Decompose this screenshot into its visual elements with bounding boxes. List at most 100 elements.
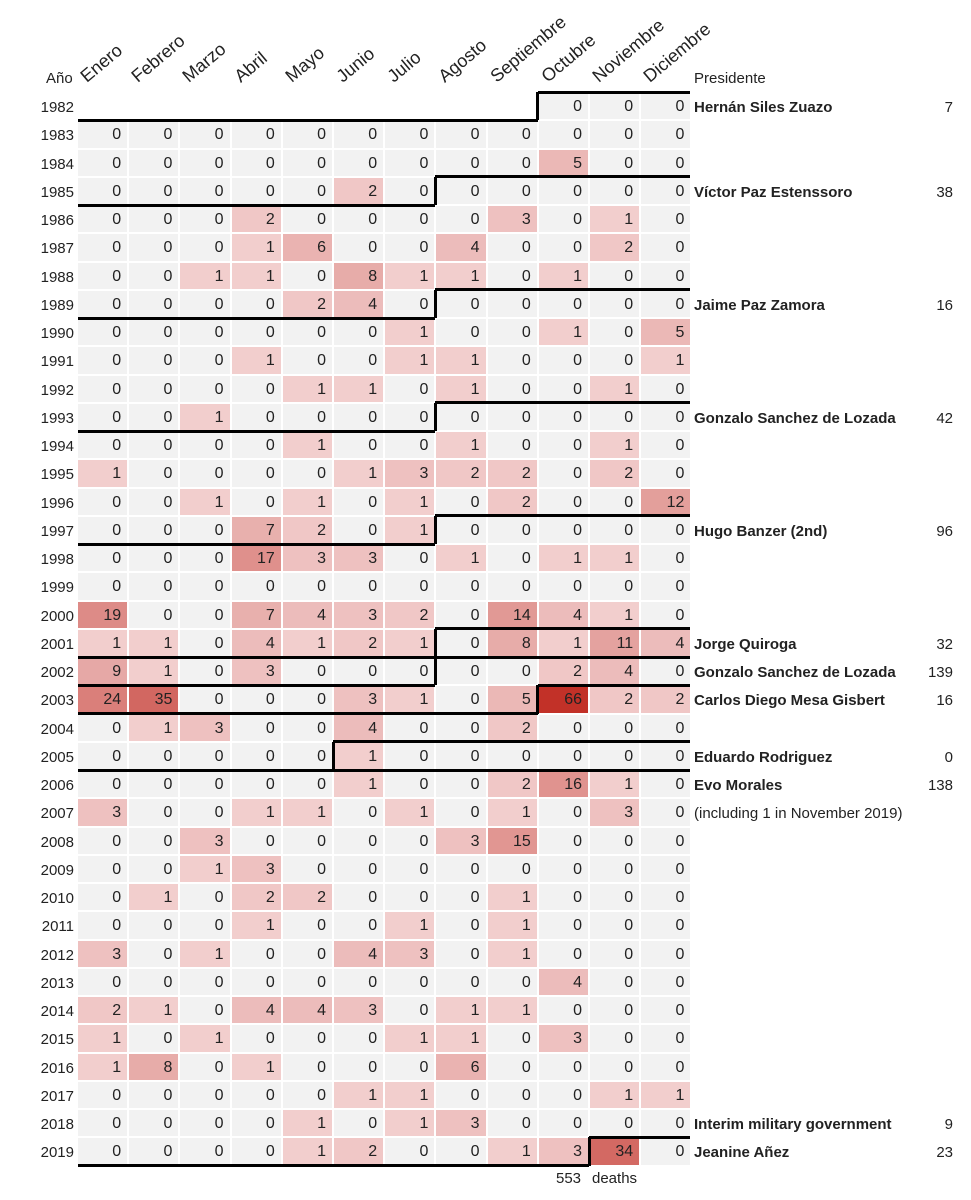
cell-value: 0 [112, 832, 122, 850]
heatmap-cell [282, 1138, 332, 1165]
cell-value: 1 [419, 267, 429, 285]
heatmap-cell [436, 347, 486, 374]
cell-value: 0 [163, 465, 173, 483]
cell-value: 1 [573, 324, 582, 341]
cell-value: 0 [112, 1143, 122, 1161]
cell-value: 0 [470, 182, 480, 200]
heatmap-cell [231, 884, 281, 911]
heatmap-cell [641, 432, 691, 459]
heatmap-cell [590, 177, 640, 204]
heatmap-cell [436, 1138, 486, 1165]
cell-value: 0 [675, 719, 685, 737]
heatmap-cell [231, 601, 281, 628]
cell-value: 0 [573, 126, 582, 144]
boundary-line [331, 741, 335, 770]
cell-value: 17 [256, 550, 275, 567]
cell-value: 0 [112, 1115, 122, 1132]
heatmap-cell [487, 1110, 537, 1137]
heatmap-cell [78, 545, 128, 572]
total-deaths-label: deaths [592, 1170, 638, 1187]
cell-value: 1 [419, 1086, 429, 1104]
heatmap-cell [231, 121, 281, 148]
heatmap-cell [487, 1081, 537, 1108]
heatmap-cell [590, 290, 640, 317]
cell-value: 1 [214, 408, 224, 426]
heatmap-cell [590, 206, 640, 233]
heatmap-cell [231, 573, 281, 600]
heatmap-cell [590, 347, 640, 374]
heatmap-cell [78, 601, 128, 628]
cell-value: 4 [368, 719, 378, 737]
cell-value: 0 [573, 1002, 582, 1019]
heatmap-cell [538, 629, 588, 656]
year-label: 1990 [40, 325, 74, 342]
heatmap-cell [129, 262, 179, 289]
cell-value: 1 [419, 352, 429, 370]
heatmap-cell [231, 827, 281, 854]
cell-value: 0 [317, 324, 326, 341]
cell-value: 3 [214, 832, 224, 850]
cell-value: 5 [573, 154, 582, 172]
cell-value: 1 [368, 776, 378, 793]
boundary-line [435, 514, 691, 518]
boundary-line [433, 402, 437, 431]
year-label: 2011 [41, 918, 74, 936]
cell-value: 2 [265, 889, 275, 906]
cell-value: 3 [368, 550, 378, 567]
heatmap-cell [436, 545, 486, 572]
cell-value: 0 [573, 1086, 582, 1104]
heatmap-cell [590, 742, 640, 769]
heatmap-cell [334, 432, 384, 459]
year-label: 2004 [40, 720, 74, 738]
boundary-line [78, 768, 691, 772]
cell-value: 1 [265, 239, 275, 257]
heatmap-cell [436, 290, 486, 317]
cell-value: 0 [573, 945, 582, 963]
cell-value: 0 [470, 1086, 480, 1104]
cell-value: 0 [521, 267, 531, 285]
heatmap-cell [282, 1025, 332, 1052]
cell-value: 1 [521, 1002, 531, 1019]
president-name: Hugo Banzer (2nd) [694, 522, 828, 540]
cell-value: 0 [470, 691, 480, 709]
cell-value: 0 [675, 465, 685, 483]
cell-value: 0 [470, 663, 480, 680]
heatmap-cell [282, 516, 332, 543]
president-total: 138 [927, 777, 953, 794]
heatmap-cell [590, 884, 640, 911]
cell-value: 0 [624, 295, 634, 313]
heatmap-cell [129, 714, 179, 741]
heatmap-cell [78, 319, 128, 346]
heatmap-cell [487, 799, 537, 826]
heatmap-cell [282, 827, 332, 854]
heatmap-cell [487, 884, 537, 911]
cell-value: 0 [163, 1143, 173, 1161]
boundary-line [435, 288, 691, 292]
cell-value: 0 [470, 578, 480, 596]
month-header: Enero [76, 40, 127, 87]
heatmap-cell [436, 629, 486, 656]
cell-value: 0 [214, 352, 224, 370]
heatmap-cell [436, 1053, 486, 1080]
cell-value: 0 [265, 408, 275, 426]
cell-value: 0 [419, 1058, 429, 1076]
cell-value: 1 [521, 889, 531, 906]
heatmap-cell [129, 206, 179, 233]
cell-value: 3 [112, 945, 122, 963]
cell-value: 12 [666, 493, 685, 511]
cell-value: 11 [616, 634, 634, 652]
heatmap-cell [590, 545, 640, 572]
cell-value: 0 [573, 578, 582, 596]
cell-value: 2 [624, 465, 634, 483]
president-name: Eduardo Rodriguez [694, 748, 833, 766]
heatmap-cell [129, 686, 179, 713]
cell-value: 0 [521, 1086, 531, 1104]
heatmap-cell [231, 460, 281, 487]
heatmap-cell [538, 714, 588, 741]
cell-value: 0 [573, 182, 582, 200]
heatmap-cell [231, 488, 281, 515]
president-total: 9 [944, 1116, 953, 1133]
year-label: 2018 [40, 1116, 74, 1133]
cell-value: 0 [112, 211, 122, 228]
heatmap-cell [78, 206, 128, 233]
